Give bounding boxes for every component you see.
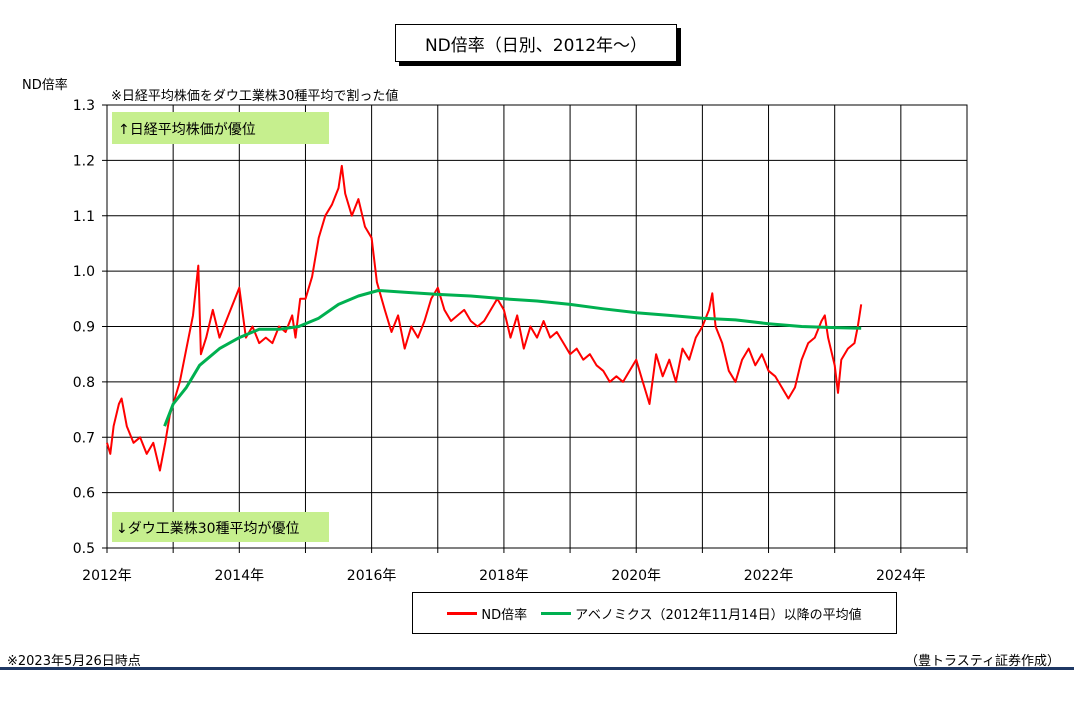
- y-tick-label: 0.8: [73, 375, 95, 391]
- legend-swatch-nd: [447, 611, 478, 615]
- legend-label-avg: アベノミクス（2012年11月14日）以降の平均値: [575, 607, 862, 623]
- footer-rule: [0, 667, 1074, 670]
- series-lines: [106, 164, 863, 472]
- axis-ticks: 0.5 0.6 0.7 0.8 0.9 1.0 1.1 1.2 1.3 2012年 2014年 201…: [73, 98, 926, 584]
- y-tick-label: 1.3: [73, 98, 95, 114]
- y-tick-label: 1.2: [73, 153, 95, 169]
- x-tick-label: 2020年: [611, 568, 661, 584]
- annotation-top-bg: [112, 112, 329, 144]
- y-tick-label: 0.5: [73, 541, 95, 557]
- legend: ND倍率 アベノミクス（2012年11月14日）以降の平均値: [412, 592, 897, 634]
- legend-item-avg: アベノミクス（2012年11月14日）以降の平均値: [541, 604, 862, 623]
- chart-note: ※日経平均株価をダウ工業株30種平均で割った値: [111, 89, 399, 104]
- y-tick-label: 0.6: [73, 486, 95, 502]
- legend-swatch-avg: [541, 611, 572, 615]
- legend-item-nd: ND倍率: [447, 604, 527, 623]
- series-line-nd-ratio: [106, 164, 863, 472]
- series-line-abenomics-average: [163, 289, 862, 427]
- x-tick-label: 2016年: [347, 568, 397, 584]
- y-tick-label: 1.1: [73, 209, 95, 225]
- y-tick-label: 1.0: [73, 264, 95, 280]
- x-tick-label: 2022年: [744, 568, 794, 584]
- y-axis-label: ND倍率: [22, 78, 68, 93]
- y-tick-label: 0.9: [73, 320, 95, 336]
- footer-date-note: ※2023年5月26日時点: [7, 654, 141, 669]
- x-tick-label: 2012年: [82, 568, 132, 584]
- chart-title-box: ND倍率（日別、2012年～）: [395, 24, 677, 62]
- x-tick-label: 2014年: [214, 568, 264, 584]
- y-tick-label: 0.7: [73, 430, 95, 446]
- legend-label-nd: ND倍率: [481, 607, 528, 623]
- annotation-bottom: ↓ダウ工業株30種平均が優位: [116, 521, 300, 537]
- x-tick-label: 2024年: [876, 568, 926, 584]
- annotation-bottom-bg: [112, 512, 329, 542]
- annotation-top: ↑日経平均株価が優位: [118, 122, 256, 138]
- footer-source: （豊トラスティ証券作成）: [905, 654, 1060, 669]
- x-tick-label: 2018年: [479, 568, 529, 584]
- chart-title: ND倍率（日別、2012年～）: [424, 35, 648, 56]
- annotations: ↑日経平均株価が優位 ↓ダウ工業株30種平均が優位: [112, 112, 329, 542]
